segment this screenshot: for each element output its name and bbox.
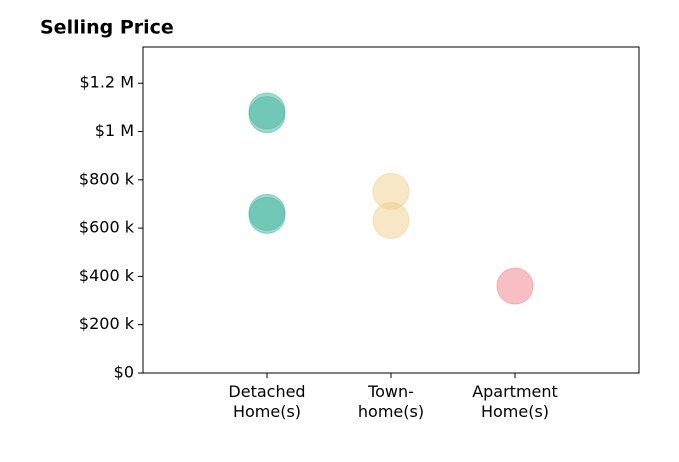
y-tick-label: $0: [114, 363, 134, 382]
x-tick-label: Town- home(s): [357, 382, 425, 421]
y-tick-label: $600 k: [79, 218, 135, 237]
y-tick-label: $1 M: [95, 121, 134, 140]
point: [248, 196, 286, 234]
x-tick-label: Detached Home(s): [228, 382, 306, 421]
x-tick-label: Apartment Home(s): [472, 382, 558, 421]
point: [248, 96, 286, 134]
point: [496, 267, 534, 305]
y-tick-label: $200 k: [79, 314, 135, 333]
chart-title: Selling Price: [40, 17, 174, 39]
y-tick-label: $400 k: [79, 266, 135, 285]
y-tick-label: $800 k: [79, 169, 135, 188]
y-tick-label: $1.2 M: [79, 73, 134, 92]
point: [372, 201, 410, 239]
